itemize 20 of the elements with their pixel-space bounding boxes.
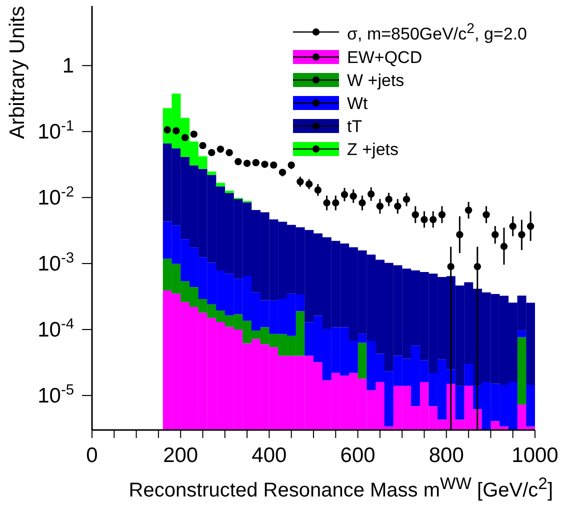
legend-label: EW+QCD [347, 46, 422, 69]
x-axis-title: Reconstructed Resonance Mass m$^{WW}$ [GeV/c$^{2}$] [128, 474, 553, 503]
y-tick-label: 10$^{-3}$ [38, 250, 74, 276]
y-tick-label: 10$^{-5}$ [38, 382, 74, 408]
y-axis-title: Arbitrary Units [6, 6, 30, 140]
legend-label: tT [347, 116, 362, 138]
x-tick-label: 0 [86, 444, 98, 467]
legend-label: Z +jets [347, 138, 399, 161]
x-tick-label: 800 [428, 444, 464, 467]
y-tick-label: 10$^{-1}$ [38, 118, 74, 144]
x-tick-label: 200 [163, 444, 198, 467]
legend-label: W +jets [347, 70, 404, 92]
y-tick-label: 1 [62, 54, 74, 78]
x-tick-label: 400 [252, 444, 287, 467]
legend-label: σ, m=850GeV/c$^{2}$, g=2.0 [347, 20, 527, 46]
x-tick-label: 600 [340, 444, 376, 467]
y-tick-label: 10$^{-2}$ [38, 184, 74, 210]
y-tick-label: 10$^{-4}$ [38, 316, 74, 342]
x-tick-label: 1000 [512, 444, 558, 467]
legend-label: Wt [347, 92, 368, 115]
